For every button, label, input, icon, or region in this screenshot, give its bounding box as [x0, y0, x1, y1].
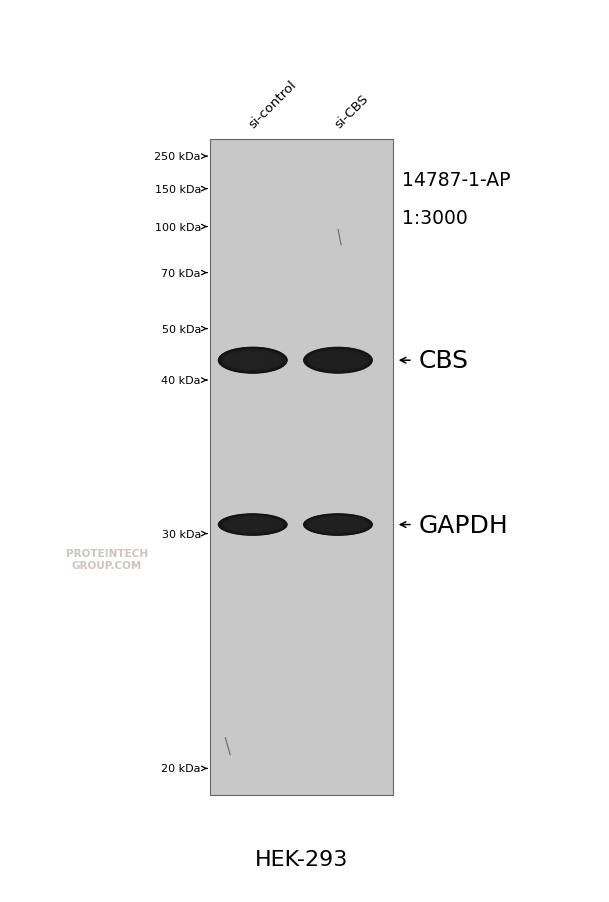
Text: GAPDH: GAPDH	[419, 513, 509, 537]
Bar	[210, 140, 393, 796]
Ellipse shape	[309, 517, 367, 533]
Ellipse shape	[222, 516, 284, 534]
Ellipse shape	[220, 515, 285, 535]
Ellipse shape	[218, 347, 287, 374]
Ellipse shape	[303, 514, 373, 536]
Ellipse shape	[220, 349, 286, 373]
Ellipse shape	[309, 352, 367, 370]
Ellipse shape	[308, 351, 368, 371]
Ellipse shape	[219, 348, 287, 373]
Ellipse shape	[224, 517, 282, 533]
Text: 14787-1-AP: 14787-1-AP	[402, 170, 510, 190]
Text: 1:3000: 1:3000	[402, 208, 468, 228]
Text: si-control: si-control	[247, 78, 300, 131]
Ellipse shape	[304, 348, 372, 373]
Ellipse shape	[220, 515, 286, 535]
Text: 250 kDa: 250 kDa	[155, 152, 201, 162]
Ellipse shape	[308, 517, 368, 533]
Ellipse shape	[221, 349, 284, 373]
Ellipse shape	[220, 349, 285, 373]
Ellipse shape	[222, 351, 283, 371]
Ellipse shape	[224, 352, 281, 370]
Ellipse shape	[304, 348, 371, 373]
Text: 40 kDa: 40 kDa	[161, 375, 201, 386]
Ellipse shape	[303, 513, 373, 536]
Ellipse shape	[307, 350, 369, 372]
Text: 50 kDa: 50 kDa	[161, 324, 201, 335]
Ellipse shape	[304, 514, 372, 536]
Ellipse shape	[221, 516, 284, 534]
Ellipse shape	[309, 517, 367, 533]
Text: CBS: CBS	[419, 349, 469, 373]
Ellipse shape	[307, 350, 369, 372]
Ellipse shape	[224, 351, 282, 371]
Text: si-CBS: si-CBS	[332, 92, 371, 131]
Ellipse shape	[223, 517, 283, 533]
Ellipse shape	[308, 351, 368, 371]
Ellipse shape	[309, 351, 367, 371]
Ellipse shape	[225, 518, 281, 532]
Ellipse shape	[303, 347, 373, 374]
Ellipse shape	[220, 348, 286, 373]
Ellipse shape	[222, 350, 284, 372]
Ellipse shape	[310, 518, 366, 532]
Ellipse shape	[305, 349, 371, 373]
Ellipse shape	[224, 352, 282, 370]
Ellipse shape	[305, 515, 371, 535]
Ellipse shape	[222, 516, 284, 534]
Text: 30 kDa: 30 kDa	[161, 529, 201, 539]
Ellipse shape	[219, 348, 286, 373]
Ellipse shape	[223, 351, 283, 371]
Text: 100 kDa: 100 kDa	[155, 222, 201, 233]
Ellipse shape	[305, 348, 371, 373]
Ellipse shape	[307, 516, 369, 534]
Ellipse shape	[217, 347, 287, 374]
Ellipse shape	[306, 515, 370, 535]
Text: HEK-293: HEK-293	[255, 849, 348, 869]
Ellipse shape	[224, 518, 281, 532]
Ellipse shape	[217, 513, 287, 536]
Ellipse shape	[224, 517, 282, 533]
Text: 150 kDa: 150 kDa	[155, 184, 201, 195]
Ellipse shape	[218, 514, 287, 536]
Text: 70 kDa: 70 kDa	[161, 268, 201, 279]
Ellipse shape	[309, 352, 367, 370]
Ellipse shape	[305, 515, 371, 535]
Ellipse shape	[220, 515, 286, 535]
Text: 20 kDa: 20 kDa	[161, 763, 201, 774]
Ellipse shape	[308, 516, 368, 534]
Ellipse shape	[219, 514, 286, 536]
Ellipse shape	[219, 514, 287, 536]
Ellipse shape	[306, 516, 370, 534]
Ellipse shape	[304, 514, 371, 536]
Ellipse shape	[225, 352, 281, 370]
Text: PROTEINTECH
GROUP.COM: PROTEINTECH GROUP.COM	[66, 548, 147, 570]
Ellipse shape	[306, 349, 370, 373]
Ellipse shape	[222, 516, 283, 534]
Ellipse shape	[303, 347, 373, 374]
Ellipse shape	[307, 516, 369, 534]
Ellipse shape	[222, 350, 284, 372]
Ellipse shape	[309, 518, 367, 532]
Ellipse shape	[306, 349, 370, 373]
